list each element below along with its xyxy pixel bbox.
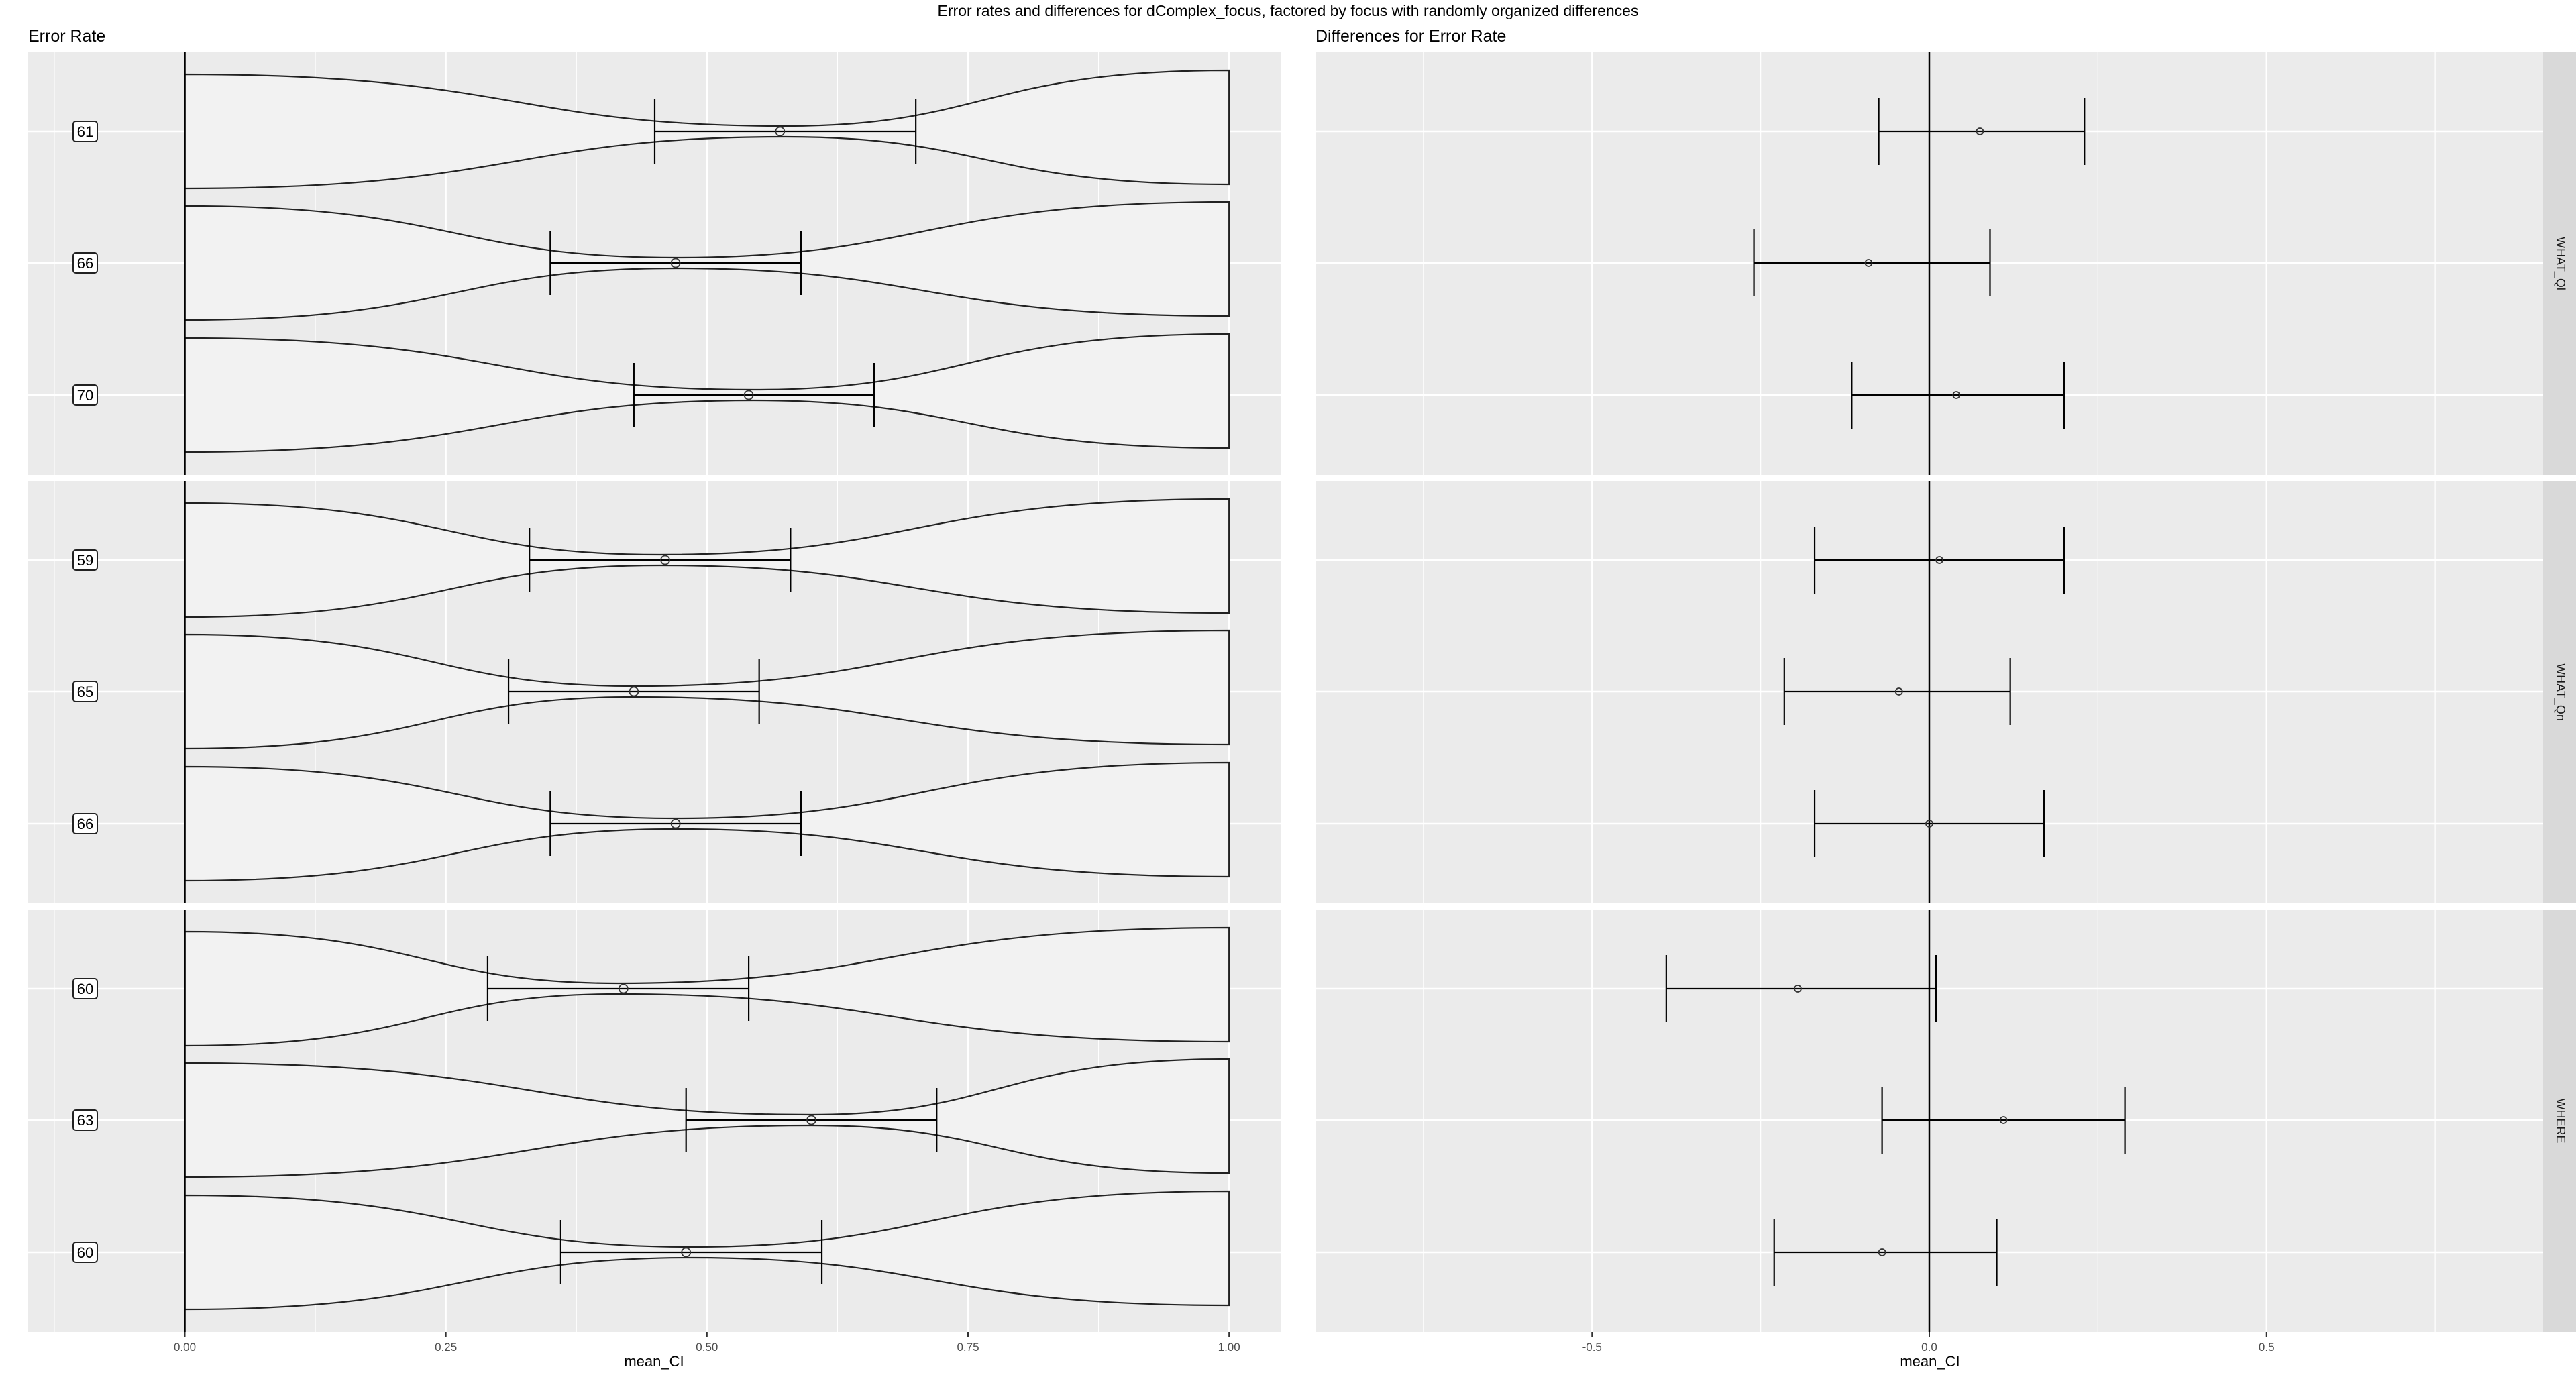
- distribution-shape: [184, 1058, 1230, 1178]
- row-label-box: [72, 384, 98, 406]
- row-label: 66: [77, 816, 93, 832]
- mean-point: [629, 686, 639, 697]
- mean-point: [681, 1247, 692, 1258]
- diff-point: [1864, 259, 1873, 267]
- facet-strip-bg: [2543, 52, 2576, 475]
- axis-ticks: 0.00 0.25 0.50 0.75 1.00 -0.5 0.0 0.5: [174, 1332, 2275, 1354]
- diff-point: [1952, 391, 1961, 399]
- distribution-shape: [184, 69, 1230, 190]
- facet-strips: WHAT_Ql WHAT_Qn WHERE: [2543, 52, 2576, 1332]
- mean-point: [775, 126, 786, 137]
- facet-strip-bg: [2543, 910, 2576, 1332]
- row-label-box: [72, 549, 98, 571]
- diff-point: [1925, 820, 1933, 828]
- row-label-box: [72, 252, 98, 274]
- mean-point: [618, 983, 629, 994]
- distribution-shape: [184, 333, 1230, 453]
- distribution-shape: [184, 1190, 1230, 1311]
- row-label-box: [72, 681, 98, 702]
- row-label-box: [72, 121, 98, 142]
- x-tick-label: 0.0: [1921, 1341, 1937, 1354]
- diff-point: [1894, 687, 1903, 696]
- distribution-shape: [184, 926, 1230, 1047]
- left-panel-title: Error Rate: [28, 27, 105, 46]
- x-tick-label: 0.75: [957, 1341, 979, 1354]
- row-label: 70: [77, 387, 93, 404]
- row-label: 59: [77, 552, 93, 569]
- mean-point: [660, 555, 670, 565]
- x-tick-label: 0.25: [435, 1341, 457, 1354]
- distribution-shape: [184, 201, 1230, 321]
- mean-point: [806, 1115, 816, 1125]
- x-tick-label: 0.5: [2259, 1341, 2275, 1354]
- mean-point: [670, 818, 681, 829]
- facet-strip-label: WHERE: [2554, 1099, 2567, 1144]
- facet-strip-bg: [2543, 481, 2576, 903]
- diff-point: [1935, 556, 1943, 564]
- distribution-shape: [184, 629, 1230, 750]
- row-label: 65: [77, 683, 93, 700]
- mean-point: [670, 258, 681, 268]
- diff-point: [1999, 1116, 2008, 1124]
- row-label-box: [72, 1242, 98, 1263]
- row-label-box: [72, 1109, 98, 1131]
- row-label: 66: [77, 255, 93, 272]
- chart-title: Error rates and differences for dComplex…: [938, 2, 1639, 19]
- right-panel-title: Differences for Error Rate: [1316, 27, 1506, 46]
- x-tick-label: 1.00: [1218, 1341, 1240, 1354]
- diff-point: [1878, 1248, 1886, 1256]
- x-tick-label: 0.50: [696, 1341, 718, 1354]
- left-x-axis-label: mean_CI: [624, 1353, 684, 1370]
- facet-strip-label: WHAT_Qn: [2553, 663, 2567, 721]
- diff-point: [1976, 127, 1984, 135]
- row-label-box: [72, 813, 98, 834]
- diff-point: [1794, 985, 1802, 993]
- right-x-axis-label: mean_CI: [1900, 1353, 1960, 1370]
- row-label: 63: [77, 1112, 93, 1129]
- row-label: 61: [77, 123, 93, 140]
- x-tick-label: 0.00: [174, 1341, 196, 1354]
- error-bars: 61 66 70 59 65 66 60 63 60: [72, 52, 2126, 1332]
- row-label-box: [72, 978, 98, 999]
- distribution-shape: [184, 761, 1230, 882]
- facet-strip-label: WHAT_Ql: [2553, 237, 2567, 290]
- distribution-shape: [184, 498, 1230, 618]
- mean-point: [743, 390, 754, 400]
- row-label: 60: [77, 981, 93, 997]
- x-tick-label: -0.5: [1582, 1341, 1602, 1354]
- distribution-shapes: [184, 69, 1230, 1311]
- row-label: 60: [77, 1244, 93, 1261]
